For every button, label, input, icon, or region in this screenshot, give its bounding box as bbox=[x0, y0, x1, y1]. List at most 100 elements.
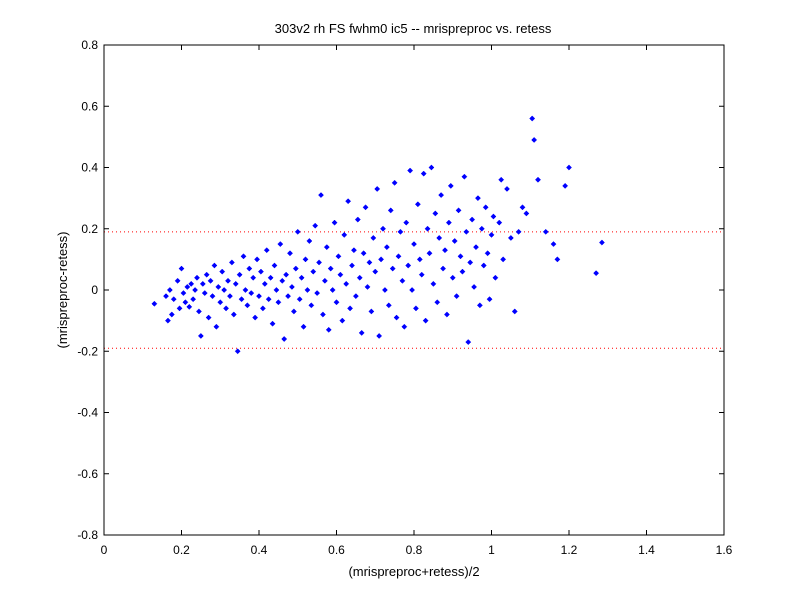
data-point bbox=[356, 274, 363, 281]
data-point bbox=[347, 305, 354, 312]
data-point bbox=[474, 195, 481, 202]
data-point bbox=[316, 259, 323, 266]
data-point bbox=[445, 219, 452, 226]
data-point bbox=[197, 332, 204, 339]
data-point bbox=[190, 296, 197, 303]
data-point bbox=[281, 336, 288, 342]
data-point bbox=[194, 274, 200, 281]
data-point bbox=[283, 271, 290, 278]
data-point bbox=[566, 164, 572, 171]
data-point bbox=[457, 253, 464, 260]
data-point bbox=[310, 268, 317, 275]
data-point bbox=[519, 204, 526, 211]
data-point bbox=[242, 287, 249, 293]
data-point bbox=[226, 293, 233, 300]
y-tick-label: 0.6 bbox=[81, 99, 98, 113]
data-point bbox=[223, 305, 230, 312]
data-point bbox=[184, 283, 191, 290]
data-point bbox=[211, 262, 218, 269]
data-point bbox=[151, 300, 158, 307]
data-point bbox=[164, 317, 171, 324]
data-point bbox=[296, 296, 303, 303]
data-point bbox=[232, 280, 239, 287]
data-point bbox=[273, 287, 280, 293]
data-point bbox=[476, 302, 483, 309]
data-point bbox=[221, 287, 228, 293]
data-point bbox=[473, 244, 479, 251]
data-point bbox=[531, 136, 538, 143]
data-point bbox=[176, 305, 183, 312]
data-point bbox=[215, 283, 222, 290]
data-point bbox=[217, 299, 224, 306]
data-point bbox=[455, 207, 462, 214]
data-point bbox=[352, 293, 359, 300]
y-axis-label: (mrispreproc-retess) bbox=[55, 231, 70, 348]
data-point bbox=[486, 296, 493, 303]
data-point bbox=[364, 283, 371, 290]
x-tick-label: 1.4 bbox=[638, 543, 655, 557]
data-point bbox=[290, 308, 297, 315]
data-point bbox=[515, 228, 522, 235]
data-point bbox=[593, 270, 600, 277]
data-point bbox=[195, 308, 202, 315]
data-point bbox=[418, 271, 425, 278]
data-point bbox=[240, 253, 247, 260]
reference-lines bbox=[104, 231, 724, 349]
data-point bbox=[312, 222, 319, 229]
x-tick-label: 1 bbox=[488, 543, 495, 557]
data-point bbox=[318, 192, 324, 199]
data-point bbox=[337, 271, 344, 278]
data-point bbox=[292, 265, 299, 272]
data-point bbox=[207, 277, 214, 284]
data-point bbox=[442, 247, 448, 254]
data-point bbox=[275, 299, 282, 306]
data-point bbox=[199, 280, 206, 287]
data-point bbox=[498, 176, 505, 183]
data-point bbox=[535, 176, 541, 183]
data-point bbox=[304, 287, 311, 293]
data-point bbox=[178, 265, 185, 272]
data-point bbox=[209, 293, 216, 300]
data-point bbox=[496, 219, 503, 226]
x-tick-label: 0.6 bbox=[328, 543, 345, 557]
data-point bbox=[203, 271, 210, 278]
data-point bbox=[261, 280, 268, 287]
y-tick-label: 0 bbox=[91, 283, 98, 297]
chart-title: 303v2 rh FS fwhm0 ic5 -- mrispreproc vs.… bbox=[275, 21, 552, 36]
data-point bbox=[374, 185, 381, 192]
data-point bbox=[397, 228, 404, 235]
data-point bbox=[323, 244, 330, 251]
data-point bbox=[451, 238, 458, 244]
data-point bbox=[345, 198, 352, 205]
data-point bbox=[447, 182, 454, 189]
data-point bbox=[294, 228, 301, 235]
data-point bbox=[449, 274, 456, 281]
y-tick-label: 0.2 bbox=[81, 222, 98, 236]
data-point bbox=[376, 332, 383, 339]
data-point bbox=[350, 247, 357, 254]
data-point bbox=[230, 311, 237, 318]
data-point bbox=[246, 265, 253, 272]
data-point bbox=[277, 241, 284, 248]
data-point bbox=[385, 302, 392, 309]
data-point bbox=[168, 311, 175, 318]
x-axis-label: (mrispreproc+retess)/2 bbox=[348, 564, 479, 579]
data-point bbox=[562, 182, 569, 189]
data-point bbox=[257, 268, 264, 275]
data-point bbox=[180, 290, 187, 297]
data-point bbox=[554, 256, 561, 263]
data-point bbox=[380, 225, 386, 232]
data-point bbox=[248, 290, 255, 297]
data-point bbox=[285, 293, 292, 300]
data-point bbox=[366, 259, 373, 266]
data-point bbox=[192, 287, 199, 293]
y-tick-label: 0.4 bbox=[81, 161, 98, 175]
data-point bbox=[333, 299, 340, 306]
x-tick-label: 1.2 bbox=[561, 543, 578, 557]
data-point bbox=[401, 323, 408, 330]
data-point bbox=[409, 287, 416, 293]
data-point bbox=[335, 253, 342, 260]
data-point bbox=[405, 262, 412, 269]
data-point bbox=[504, 185, 510, 192]
